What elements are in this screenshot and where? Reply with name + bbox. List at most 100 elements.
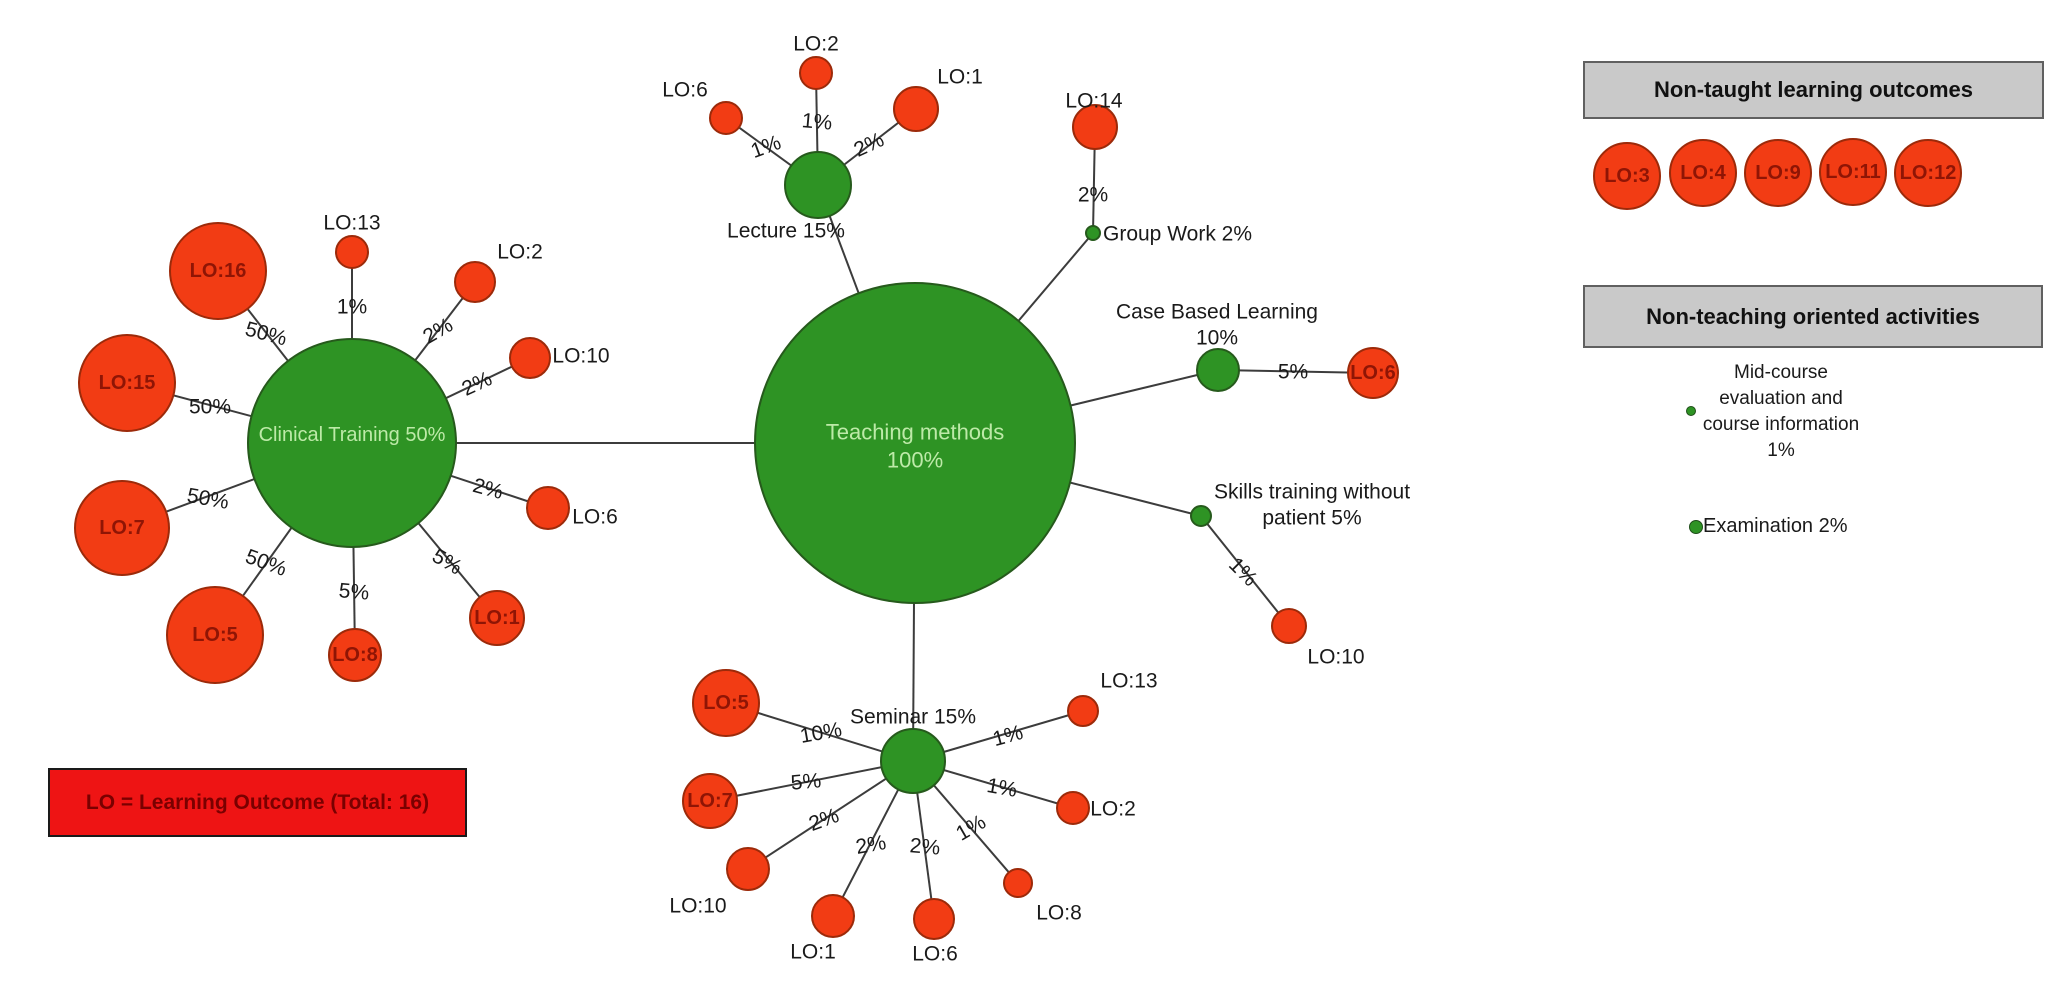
label-100: 100%	[887, 448, 943, 473]
midcourse-line-3: course information	[1702, 414, 1860, 435]
label-lo-1: LO:1	[474, 607, 520, 629]
label-lo-13: LO:13	[1100, 670, 1157, 693]
outcome-circle-s1	[811, 894, 855, 938]
seminar-node	[880, 728, 946, 794]
outcome-circle-s7	[682, 773, 738, 829]
label-skills-training-without: Skills training without	[1214, 481, 1410, 504]
label-lo-1: LO:1	[790, 941, 836, 964]
examination-label: Examination 2%	[1703, 515, 1848, 537]
outcome-circle-s8	[1003, 868, 1033, 898]
examination-bullet-dot-icon	[1689, 520, 1703, 534]
label-patient-5: patient 5%	[1262, 507, 1361, 530]
outcome-circle-l2	[799, 56, 833, 90]
outcome-circle-p4	[1669, 139, 1737, 207]
outcome-circle-c5	[166, 586, 264, 684]
label-lo-15: LO:15	[99, 372, 156, 394]
legend-text: LO = Learning Outcome (Total: 16)	[85, 790, 430, 814]
midcourse-line-1: Mid-course	[1734, 362, 1828, 383]
label-lo-6: LO:6	[572, 506, 618, 529]
edge-sem-s7	[709, 760, 914, 802]
midcourse-bullet-dot-icon	[1686, 406, 1696, 416]
outcome-circle-l1	[893, 86, 939, 132]
label-seminar-15: Seminar 15%	[850, 706, 976, 729]
midcourse-evaluation-label: Mid-course evaluation and course informa…	[1656, 360, 1906, 464]
label-2: 2%	[1078, 184, 1108, 207]
label-lo-1: LO:1	[937, 66, 983, 89]
label-10: 10%	[798, 718, 843, 748]
label-5: 5%	[790, 769, 822, 795]
label-lo-10: LO:10	[552, 345, 609, 368]
label-lo-2: LO:2	[497, 241, 543, 264]
edge-skill-sk10	[1200, 515, 1290, 627]
outcome-circle-cb6	[1347, 347, 1399, 399]
label-lo-7: LO:7	[687, 790, 733, 812]
outcome-circle-c15	[78, 334, 176, 432]
label-5: 5%	[1278, 361, 1308, 384]
label-lo-7: LO:7	[99, 517, 145, 539]
outcome-circle-p11	[1819, 138, 1887, 206]
label-case-based-learning: Case Based Learning	[1116, 301, 1318, 324]
group-work-node	[1085, 225, 1101, 241]
outcome-circle-c8	[328, 628, 382, 682]
outcome-circle-p9	[1744, 139, 1812, 207]
label-2: 2%	[909, 834, 941, 860]
outcome-circle-p12	[1894, 139, 1962, 207]
label-50: 50%	[243, 317, 290, 350]
label-1: 1%	[990, 721, 1025, 751]
outcome-circle-s2	[1056, 791, 1090, 825]
label-2: 2%	[470, 474, 505, 504]
label-lo-13: LO:13	[323, 212, 380, 235]
clinical-training-node	[247, 338, 457, 548]
label-lo-10: LO:10	[669, 895, 726, 918]
label-lo-4: LO:4	[1680, 162, 1726, 184]
outcome-circle-c1	[469, 590, 525, 646]
teaching-methods-node	[754, 282, 1076, 604]
label-clinical-training-50: Clinical Training 50%	[259, 424, 446, 446]
label-50: 50%	[185, 484, 230, 514]
label-lo-8: LO:8	[332, 644, 378, 666]
label-lo-6: LO:6	[662, 79, 708, 102]
outcome-circle-g14	[1072, 104, 1118, 150]
midcourse-line-4: 1%	[1767, 440, 1795, 461]
outcome-circle-c6	[526, 486, 570, 530]
label-lo-6: LO:6	[912, 943, 958, 966]
label-lo-9: LO:9	[1755, 162, 1801, 184]
non-taught-outcomes-title: Non-taught learning outcomes	[1654, 77, 1973, 102]
label-teaching-methods: Teaching methods	[826, 420, 1005, 445]
label-1: 1%	[952, 810, 990, 845]
label-50: 50%	[242, 545, 289, 581]
label-lo-8: LO:8	[1036, 902, 1082, 925]
outcome-circle-p3	[1593, 142, 1661, 210]
label-lo-2: LO:2	[1090, 798, 1136, 821]
label-10: 10%	[1196, 327, 1238, 350]
label-lo-5: LO:5	[192, 624, 238, 646]
legend-box: LO = Learning Outcome (Total: 16)	[48, 768, 467, 837]
label-lo-2: LO:2	[793, 33, 839, 56]
label-lo-10: LO:10	[1307, 646, 1364, 669]
label-2: 2%	[419, 313, 457, 348]
label-lo-6: LO:6	[1350, 362, 1396, 384]
label-1: 1%	[801, 109, 833, 135]
lecture-node	[784, 151, 852, 219]
non-teaching-activities-header: Non-teaching oriented activities	[1583, 285, 2043, 348]
outcome-circle-s6	[913, 898, 955, 940]
outcome-circle-s5	[692, 669, 760, 737]
case-based-learning-node	[1196, 348, 1240, 392]
label-2: 2%	[806, 804, 842, 836]
label-group-work-2: Group Work 2%	[1103, 223, 1252, 246]
label-1: 1%	[748, 131, 784, 163]
skills-training-node	[1190, 505, 1212, 527]
non-teaching-activities-title: Non-teaching oriented activities	[1646, 303, 1980, 329]
label-lo-5: LO:5	[703, 692, 749, 714]
non-taught-outcomes-header: Non-taught learning outcomes	[1583, 61, 2044, 119]
label-lo-3: LO:3	[1604, 165, 1650, 187]
outcome-circle-c13	[335, 235, 369, 269]
label-1: 1%	[337, 296, 367, 319]
label-1: 1%	[985, 774, 1019, 802]
label-lo-11: LO:11	[1825, 161, 1881, 183]
label-50: 50%	[189, 396, 231, 419]
midcourse-line-2: evaluation and	[1719, 388, 1843, 409]
label-lo-16: LO:16	[190, 260, 247, 282]
